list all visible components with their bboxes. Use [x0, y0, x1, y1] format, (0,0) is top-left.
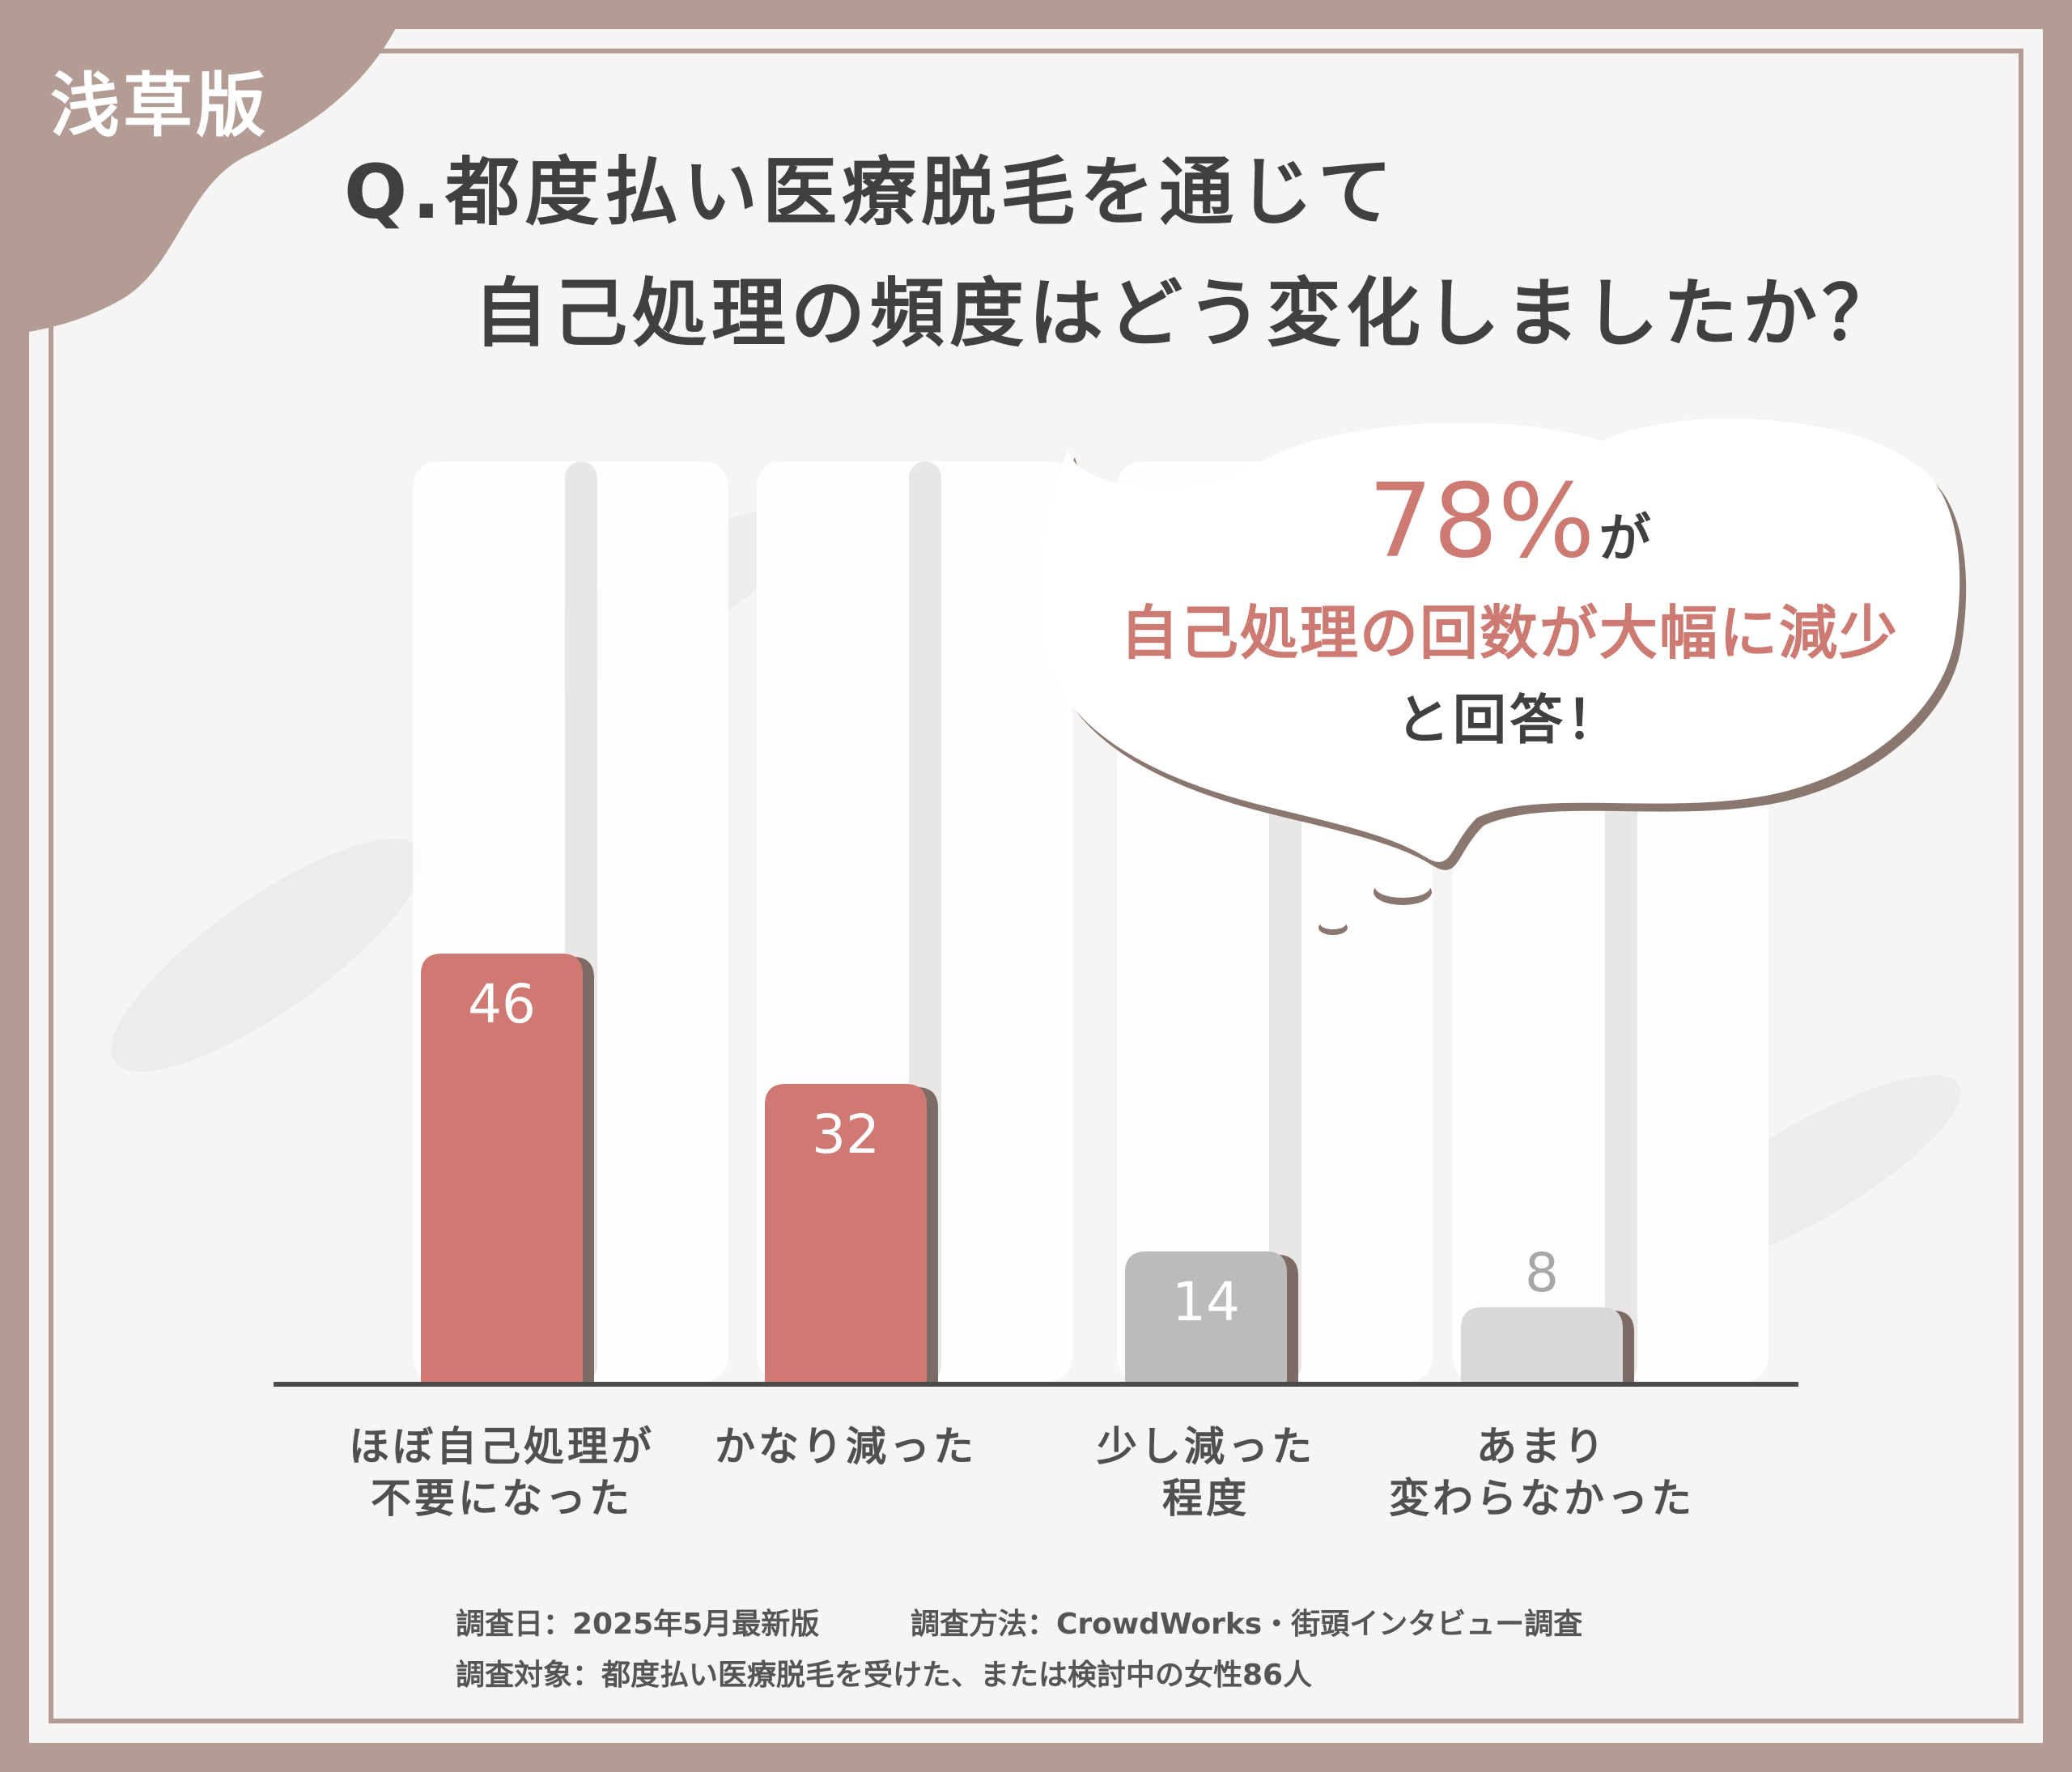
bar-value-label: 14: [1172, 1271, 1240, 1333]
category-label-line: ほぼ自己処理が: [349, 1423, 655, 1470]
bar: [1461, 1307, 1623, 1382]
callout-line-3: と回答！: [1396, 689, 1623, 751]
category-label: ほぼ自己処理が 不要になった: [324, 1421, 680, 1524]
question-line-1: Q.都度払い医療脱毛を通じて: [344, 149, 1398, 236]
category-label-line: 不要になった: [371, 1475, 633, 1522]
footer-survey-method: 調査方法：CrowdWorks・街頭インタビュー調査: [911, 1608, 1583, 1641]
category-label-line: 変わらなかった: [1389, 1475, 1695, 1522]
inner-frame: [49, 49, 2023, 1723]
callout-text: 78% が 自己処理の回数が大幅に減少 と回答！: [1032, 461, 1987, 754]
bar-value-label: 46: [468, 973, 536, 1035]
category-label: かなり減った: [668, 1421, 1024, 1472]
callout-line-2: 自己処理の回数が大幅に減少: [1119, 599, 1899, 667]
footer-survey-date: 調査日：2025年5月最新版: [456, 1608, 820, 1641]
category-label-line: 程度: [1162, 1475, 1250, 1522]
corner-badge: [0, 0, 409, 332]
bar-value-label: 32: [812, 1103, 880, 1166]
callout-percent-suffix: が: [1599, 509, 1651, 569]
bar: [1125, 1251, 1287, 1382]
category-label: あまり変わらなかった: [1364, 1421, 1720, 1524]
bar-value-label: 8: [1525, 1242, 1559, 1304]
bar: [765, 1084, 927, 1382]
footer-survey-target: 調査対象：都度払い医療脱毛を受けた、または検討中の女性86人: [456, 1659, 1313, 1692]
category-label-line: 少し減った: [1097, 1423, 1315, 1470]
callout-percent: 78%: [1368, 461, 1595, 580]
thought-dot-small-inner: [1320, 918, 1346, 929]
x-axis-baseline: [274, 1382, 1798, 1387]
category-label-line: あまり: [1476, 1423, 1607, 1470]
callout-line-1: 78% が: [1032, 461, 1987, 580]
thought-bubble: [1038, 419, 1967, 935]
question-line-2: 自己処理の頻度はどう変化しましたか？: [473, 270, 1902, 357]
badge-label: 浅草版: [50, 66, 269, 147]
thought-bubble-body: [1038, 419, 1960, 862]
thought-dot-large-inner: [1375, 877, 1430, 898]
bar: [421, 954, 583, 1382]
category-label: 少し減った 程度: [1028, 1421, 1384, 1524]
category-label-line: かなり減った: [715, 1423, 977, 1470]
